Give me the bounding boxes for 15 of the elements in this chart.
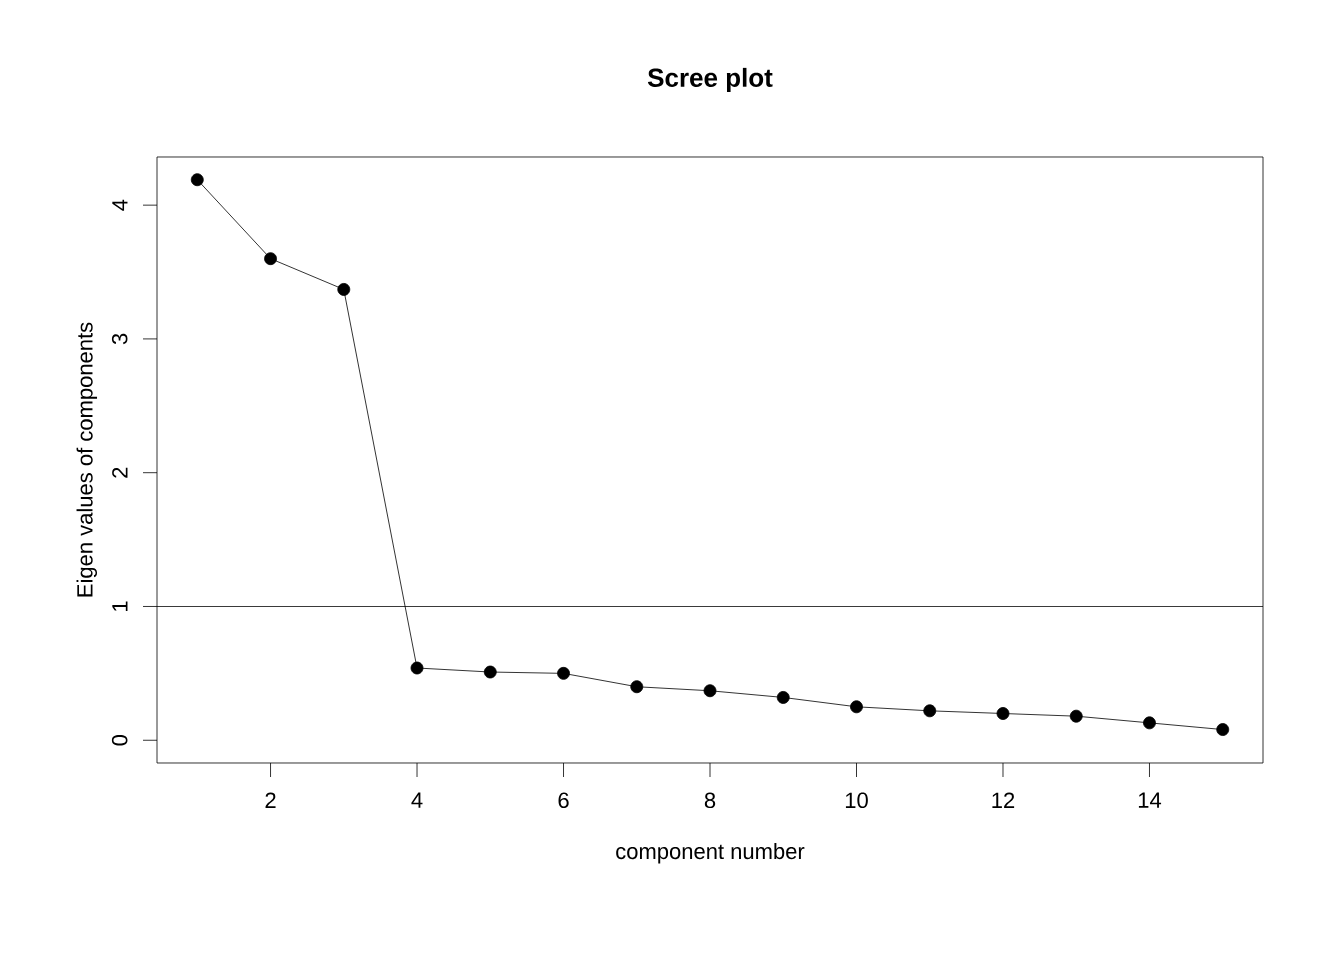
y-tick-label: 0 [111,735,128,746]
y-tick-label: 1 [112,601,128,611]
x-tick-label: 6 [558,792,569,809]
chart-title: Scree plot [647,67,773,93]
x-tick-label: 10 [845,792,868,809]
x-tick-label: 4 [411,792,423,808]
x-tick-label: 8 [704,792,716,809]
x-axis-title: component number [616,842,805,864]
x-tick-label: 2 [265,792,276,808]
y-tick-label: 2 [112,467,128,478]
x-tick-label: 12 [992,792,1015,808]
y-tick-label: 3 [111,333,128,345]
y-tick-label: 4 [112,199,128,211]
x-tick-label: 14 [1138,792,1162,808]
y-axis-title: Eigen values of components [76,322,98,597]
